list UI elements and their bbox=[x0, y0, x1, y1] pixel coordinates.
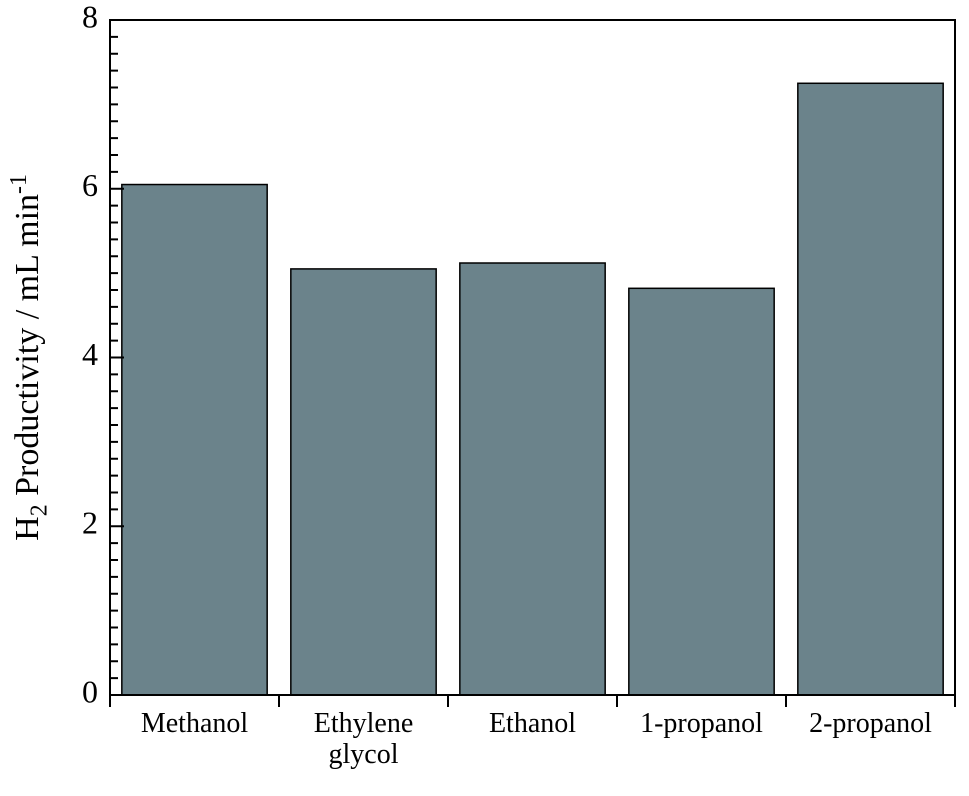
x-tick-label: Ethanol bbox=[489, 708, 576, 739]
bar bbox=[798, 83, 943, 695]
bar bbox=[460, 263, 605, 695]
bar bbox=[122, 185, 267, 695]
x-tick-label: 2-propanol bbox=[809, 708, 932, 739]
x-ticks: Methanol Ethyleneglycol Ethanol 1-propanol 2… bbox=[110, 695, 955, 770]
y-axis-label: H2 Productivity / mL min-1 bbox=[6, 174, 52, 541]
bar bbox=[291, 269, 436, 695]
x-tick-label: Ethyleneglycol bbox=[314, 708, 414, 770]
y-tick-label: 6 bbox=[82, 167, 98, 203]
y-tick-label: 8 bbox=[82, 0, 98, 34]
bars-group bbox=[122, 83, 943, 695]
y-tick-label: 0 bbox=[82, 673, 98, 709]
x-tick-label: 1-propanol bbox=[640, 708, 763, 739]
y-ticks: 0 2 4 6 8 bbox=[82, 0, 124, 709]
chart-container: 0 2 4 6 8 Methanol Ethyleneglycol Ethanol 1-prop… bbox=[0, 0, 969, 796]
bar-chart: 0 2 4 6 8 Methanol Ethyleneglycol Ethanol 1-prop… bbox=[0, 0, 969, 796]
y-axis-label-text: H2 Productivity / mL min-1 bbox=[6, 174, 52, 541]
y-tick-label: 4 bbox=[82, 336, 98, 372]
y-tick-label: 2 bbox=[82, 505, 98, 541]
x-tick-label: Methanol bbox=[141, 708, 249, 739]
bar bbox=[629, 288, 774, 695]
